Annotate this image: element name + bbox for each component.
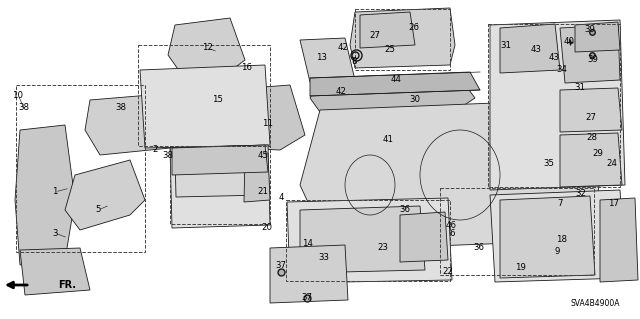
Text: 31: 31 (575, 83, 586, 92)
Polygon shape (490, 20, 625, 190)
Text: 43: 43 (548, 53, 559, 62)
Text: 37: 37 (275, 261, 287, 270)
Text: 20: 20 (262, 224, 273, 233)
Text: 1: 1 (52, 188, 58, 197)
Text: 42: 42 (337, 42, 349, 51)
Text: 31: 31 (500, 41, 511, 50)
Text: 39: 39 (584, 25, 595, 33)
Bar (440, 188, 594, 275)
Text: 32: 32 (575, 189, 586, 197)
Text: 6: 6 (449, 228, 455, 238)
Polygon shape (270, 245, 348, 303)
Text: 3: 3 (52, 228, 58, 238)
Text: 8: 8 (351, 57, 356, 66)
Text: 46: 46 (445, 221, 456, 231)
Text: 34: 34 (557, 64, 568, 73)
Polygon shape (600, 198, 638, 282)
Bar (138, 45, 270, 146)
Text: 9: 9 (554, 248, 560, 256)
Text: FR.: FR. (58, 280, 76, 290)
Text: 26: 26 (408, 23, 419, 32)
Text: 12: 12 (202, 43, 214, 53)
Text: 15: 15 (212, 94, 223, 103)
Text: 33: 33 (319, 253, 330, 262)
Polygon shape (287, 198, 452, 283)
Polygon shape (560, 25, 620, 83)
Text: 38: 38 (19, 103, 29, 113)
Text: 24: 24 (607, 160, 618, 168)
Polygon shape (500, 24, 560, 73)
Polygon shape (560, 133, 622, 187)
Text: 4: 4 (278, 192, 284, 202)
Text: 16: 16 (241, 63, 253, 72)
Text: SVA4B4900A: SVA4B4900A (570, 299, 620, 308)
Polygon shape (400, 212, 448, 262)
Polygon shape (20, 248, 90, 295)
Polygon shape (360, 12, 415, 48)
Text: 29: 29 (593, 150, 604, 159)
Polygon shape (215, 85, 305, 150)
Polygon shape (560, 88, 622, 132)
Bar (16, 85, 145, 252)
Text: 17: 17 (609, 199, 620, 209)
Polygon shape (300, 206, 425, 273)
Polygon shape (310, 78, 475, 112)
Text: 22: 22 (442, 266, 454, 276)
Text: 35: 35 (543, 159, 554, 167)
Text: 39: 39 (588, 56, 598, 64)
Text: 41: 41 (383, 135, 394, 144)
Polygon shape (350, 8, 455, 68)
Text: 43: 43 (531, 46, 541, 55)
Text: 28: 28 (586, 133, 598, 143)
Text: 40: 40 (563, 38, 575, 47)
Text: 27: 27 (369, 31, 381, 40)
Polygon shape (244, 153, 270, 202)
Text: 36: 36 (399, 205, 410, 214)
Polygon shape (575, 22, 620, 52)
Text: 27: 27 (586, 114, 596, 122)
Bar (355, 9, 450, 70)
Text: 42: 42 (335, 87, 346, 97)
Polygon shape (300, 38, 355, 82)
Text: 5: 5 (95, 205, 100, 214)
Text: 45: 45 (257, 151, 269, 160)
Polygon shape (168, 18, 245, 75)
Text: 21: 21 (257, 187, 269, 196)
Polygon shape (500, 196, 595, 278)
Text: 14: 14 (303, 239, 314, 248)
Polygon shape (15, 125, 75, 265)
Polygon shape (140, 65, 270, 148)
Text: 13: 13 (317, 53, 328, 62)
Text: 37: 37 (301, 293, 312, 302)
Polygon shape (65, 160, 145, 230)
Bar (488, 24, 620, 187)
Text: 25: 25 (385, 46, 396, 55)
Polygon shape (300, 100, 600, 250)
Polygon shape (170, 145, 270, 228)
Text: 23: 23 (378, 242, 388, 251)
Text: 30: 30 (410, 94, 420, 103)
Polygon shape (85, 90, 220, 155)
Bar (286, 200, 450, 281)
Text: 38: 38 (163, 152, 173, 160)
Polygon shape (310, 72, 480, 96)
Polygon shape (490, 190, 625, 282)
Text: 2: 2 (152, 145, 157, 154)
Text: 11: 11 (262, 120, 273, 129)
Text: 7: 7 (557, 199, 563, 209)
Text: 44: 44 (390, 76, 401, 85)
Polygon shape (175, 152, 265, 197)
Polygon shape (172, 145, 268, 175)
Text: 38: 38 (115, 103, 127, 113)
Text: 10: 10 (13, 91, 24, 100)
Text: 19: 19 (515, 263, 525, 271)
Text: 36: 36 (474, 243, 484, 253)
Text: 18: 18 (557, 234, 568, 243)
Bar (170, 146, 270, 224)
